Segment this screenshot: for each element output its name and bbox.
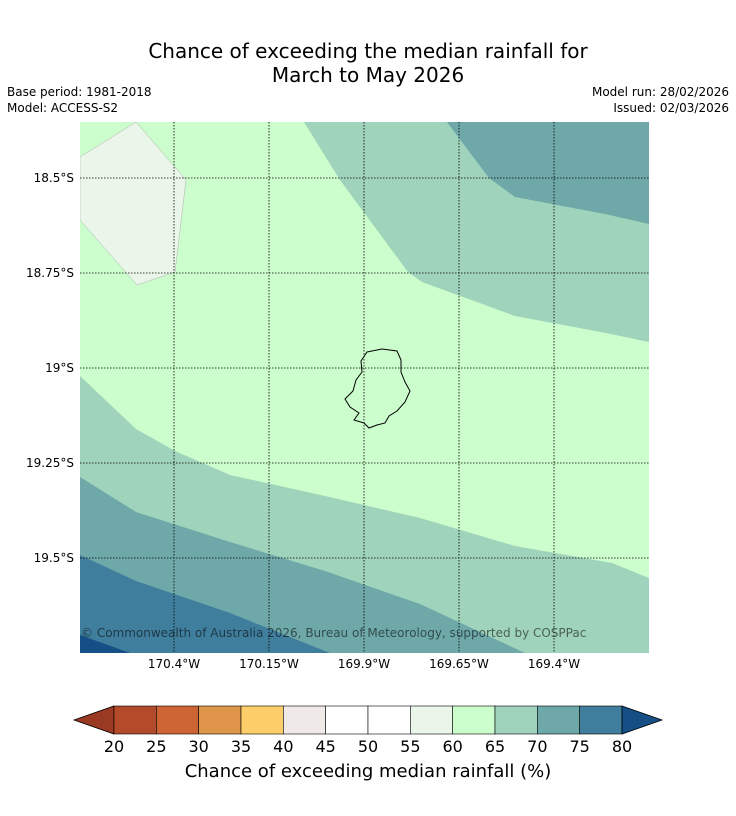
colorbar-tick-label: 20 (103, 737, 125, 756)
colorbar-tick-label: 30 (188, 737, 209, 756)
colorbar-cell (494, 705, 538, 735)
colorbar-tick-label: 40 (273, 737, 294, 756)
band-75-80 (80, 555, 330, 653)
colorbar-label: Chance of exceeding median rainfall (%) (184, 761, 552, 782)
colorbar-tick-label: 60 (442, 737, 463, 756)
colorbar-over-arrow (621, 705, 664, 735)
island-coastline (344, 348, 411, 429)
band-above-80 (80, 635, 130, 653)
colorbar-cell (198, 705, 242, 735)
x-tick-label: 169.4°W (527, 657, 581, 671)
copyright-credit: © Commonwealth of Australia 2026, Bureau… (81, 626, 587, 640)
model-name: Model: ACCESS-S2 (7, 101, 119, 115)
band-70-75-north (447, 122, 649, 224)
colorbar-tick-label: 70 (527, 737, 548, 756)
colorbar-tick-label: 45 (315, 737, 336, 756)
title-line-2: March to May 2026 (271, 63, 465, 87)
colorbar (72, 705, 664, 735)
colorbar-cell (367, 705, 411, 735)
colorbar-tick-label: 50 (357, 737, 379, 756)
y-tick-label: 19°S (45, 361, 74, 375)
colorbar-cell (537, 705, 580, 735)
colorbar-tick-label: 75 (569, 737, 590, 756)
colorbar-tick-label: 80 (611, 737, 633, 756)
x-tick-label: 170.15°W (239, 657, 299, 671)
model-run: Model run: 28/02/2026 (591, 85, 729, 99)
title-line-1: Chance of exceeding the median rainfall … (148, 39, 588, 63)
contour-fill (80, 122, 649, 653)
colorbar-tick-label: 35 (230, 737, 252, 756)
colorbar-tick-label: 65 (484, 737, 506, 756)
base-period: Base period: 1981-2018 (7, 85, 152, 99)
colorbar-tick-label: 55 (400, 737, 421, 756)
colorbar-cell (325, 705, 369, 735)
x-tick-label: 170.4°W (147, 657, 201, 671)
colorbar-tick-label: 25 (146, 737, 167, 756)
colorbar-cell (113, 705, 157, 735)
colorbar-cell (452, 705, 496, 735)
colorbar-cell (283, 705, 326, 735)
y-tick-label: 19.25°S (26, 456, 74, 470)
y-tick-label: 18.5°S (33, 171, 74, 185)
issued-date: Issued: 02/03/2026 (613, 101, 729, 115)
colorbar-cell (156, 705, 199, 735)
y-tick-label: 19.5°S (33, 551, 74, 565)
colorbar-cell (240, 705, 284, 735)
graticule (80, 122, 649, 653)
x-tick-label: 169.9°W (337, 657, 391, 671)
x-tick-label: 169.65°W (429, 657, 489, 671)
y-tick-label: 18.75°S (26, 266, 74, 280)
colorbar-cell (579, 705, 623, 735)
colorbar-cell (410, 705, 453, 735)
band-55-60 (80, 122, 187, 286)
colorbar-under-arrow (72, 705, 115, 735)
